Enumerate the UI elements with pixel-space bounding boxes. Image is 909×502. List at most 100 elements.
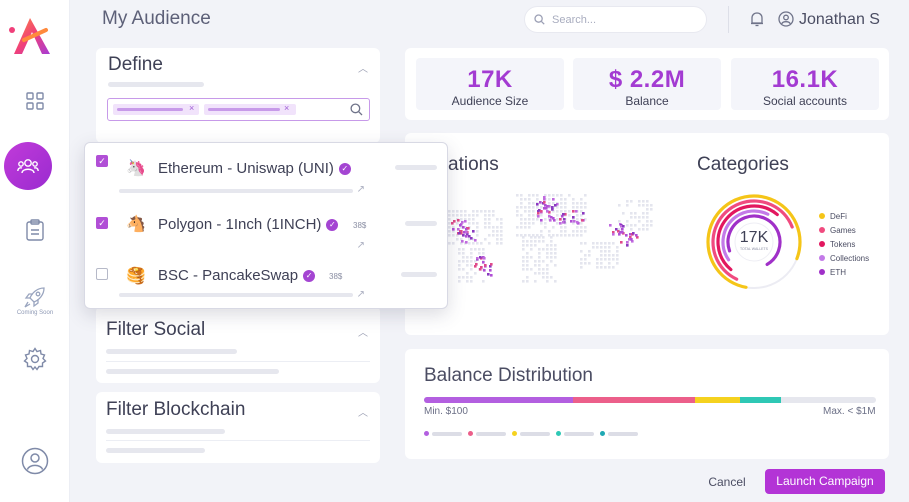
map-dot — [456, 238, 459, 241]
remove-tag-icon[interactable]: × — [189, 103, 195, 113]
map-dot — [462, 256, 465, 259]
map-dot — [540, 222, 543, 225]
map-dot — [548, 234, 551, 237]
balance-segment[interactable] — [695, 397, 741, 403]
map-dot — [534, 280, 537, 283]
donut-ring-defi[interactable] — [704, 192, 804, 292]
donut-ring-games[interactable] — [704, 192, 804, 292]
map-dot — [552, 234, 555, 237]
map-activity-dot — [582, 212, 585, 215]
map-dot — [630, 224, 633, 227]
map-dot — [478, 252, 481, 255]
map-dot — [470, 280, 473, 283]
search-input[interactable]: Search... — [524, 6, 707, 33]
bell-icon[interactable] — [750, 11, 764, 27]
balance-segment[interactable] — [573, 397, 696, 403]
remove-tag-icon[interactable]: × — [284, 103, 290, 113]
map-dot — [612, 258, 615, 261]
search-icon[interactable] — [350, 103, 363, 116]
dropdown-item-1inch[interactable]: ✓ 🐴 Polygon - 1Inch (1INCH) ✓ 38$ ↗ — [85, 200, 447, 251]
filter-blockchain-collapse-icon[interactable]: ︿ — [358, 408, 368, 419]
map-dot — [638, 216, 641, 219]
user-name[interactable]: Jonathan S — [799, 11, 880, 28]
user-avatar-icon[interactable] — [778, 11, 794, 27]
map-dot — [520, 214, 523, 217]
map-dot — [500, 230, 503, 233]
map-dot — [534, 244, 537, 247]
map-dot — [604, 242, 607, 245]
map-activity-dot — [548, 215, 551, 218]
map-dot — [470, 264, 473, 267]
map-dot — [584, 258, 587, 261]
settings-nav-item[interactable] — [12, 336, 58, 382]
define-collapse-icon[interactable]: ︿ — [358, 64, 368, 75]
map-dot — [580, 250, 583, 253]
search-placeholder: Search... — [552, 13, 597, 26]
map-activity-dot — [551, 206, 554, 209]
map-dot — [608, 258, 611, 261]
map-dot — [608, 266, 611, 269]
map-dot — [550, 236, 553, 239]
define-tags-input[interactable]: × × — [107, 98, 370, 121]
checkbox-checked[interactable]: ✓ — [96, 155, 108, 167]
profile-nav-item[interactable] — [12, 438, 58, 484]
legend-dot — [600, 431, 605, 436]
map-dot — [462, 268, 465, 271]
map-activity-dot — [540, 219, 543, 222]
map-dot — [462, 252, 465, 255]
filter-blockchain-title: Filter Blockchain — [106, 399, 246, 420]
donut-ring-eth[interactable] — [721, 209, 788, 276]
map-activity-dot — [545, 207, 548, 210]
map-dot — [492, 234, 495, 237]
checkbox-checked[interactable]: ✓ — [96, 217, 108, 229]
balance-legend-item — [468, 431, 506, 436]
dropdown-item-pancakeswap[interactable]: 🥞 BSC - PancakeSwap ✓ 38$ ↗ — [85, 253, 447, 303]
legend-dot — [819, 241, 825, 247]
categories-donut-chart[interactable]: 17K TOTAL WALLETS — [704, 192, 804, 292]
donut-ring-collections[interactable] — [711, 199, 797, 285]
dashboard-nav-item[interactable] — [12, 78, 58, 124]
map-dot — [642, 204, 645, 207]
map-dot — [580, 226, 583, 229]
map-activity-dot — [561, 215, 564, 218]
map-dot — [522, 240, 525, 243]
donut-ring-tokens[interactable] — [704, 192, 804, 292]
cancel-button[interactable]: Cancel — [708, 475, 746, 489]
map-dot — [526, 260, 529, 263]
audience-nav-item[interactable] — [4, 142, 52, 190]
campaigns-nav-item[interactable]: Coming Soon — [12, 278, 58, 324]
map-dot — [584, 230, 587, 233]
map-dot — [572, 234, 575, 237]
map-activity-dot — [550, 216, 553, 219]
unicorn-icon: 🦄 — [126, 160, 146, 177]
map-dot — [596, 262, 599, 265]
map-activity-dot — [543, 196, 546, 199]
map-dot — [600, 246, 603, 249]
search-icon — [534, 14, 545, 25]
external-link-icon[interactable]: ↗ — [356, 240, 365, 251]
map-dot — [462, 276, 465, 279]
external-link-icon[interactable]: ↗ — [356, 184, 365, 195]
balance-legend — [424, 431, 644, 436]
map-dot — [572, 230, 575, 233]
map-dot — [532, 202, 535, 205]
launch-campaign-button[interactable]: Launch Campaign — [765, 469, 885, 494]
map-dot — [604, 246, 607, 249]
balance-segment[interactable] — [424, 397, 574, 403]
map-dot — [448, 234, 451, 237]
app-logo[interactable] — [8, 14, 56, 58]
map-dot — [528, 234, 531, 237]
map-activity-dot — [559, 222, 562, 225]
clipboard-nav-item[interactable] — [12, 207, 58, 253]
map-activity-dot — [483, 257, 486, 260]
dropdown-item-uniswap[interactable]: ✓ 🦄 Ethereum - Uniswap (UNI) ✓ ↗ — [85, 143, 447, 195]
map-dot — [526, 280, 529, 283]
checkbox-unchecked[interactable] — [96, 268, 108, 280]
external-link-icon[interactable]: ↗ — [356, 289, 365, 300]
world-map[interactable] — [440, 176, 660, 306]
filter-social-collapse-icon[interactable]: ︿ — [358, 328, 368, 339]
balance-segment[interactable] — [740, 397, 782, 403]
map-dot — [532, 214, 535, 217]
map-dot — [556, 210, 559, 213]
map-dot — [520, 234, 523, 237]
